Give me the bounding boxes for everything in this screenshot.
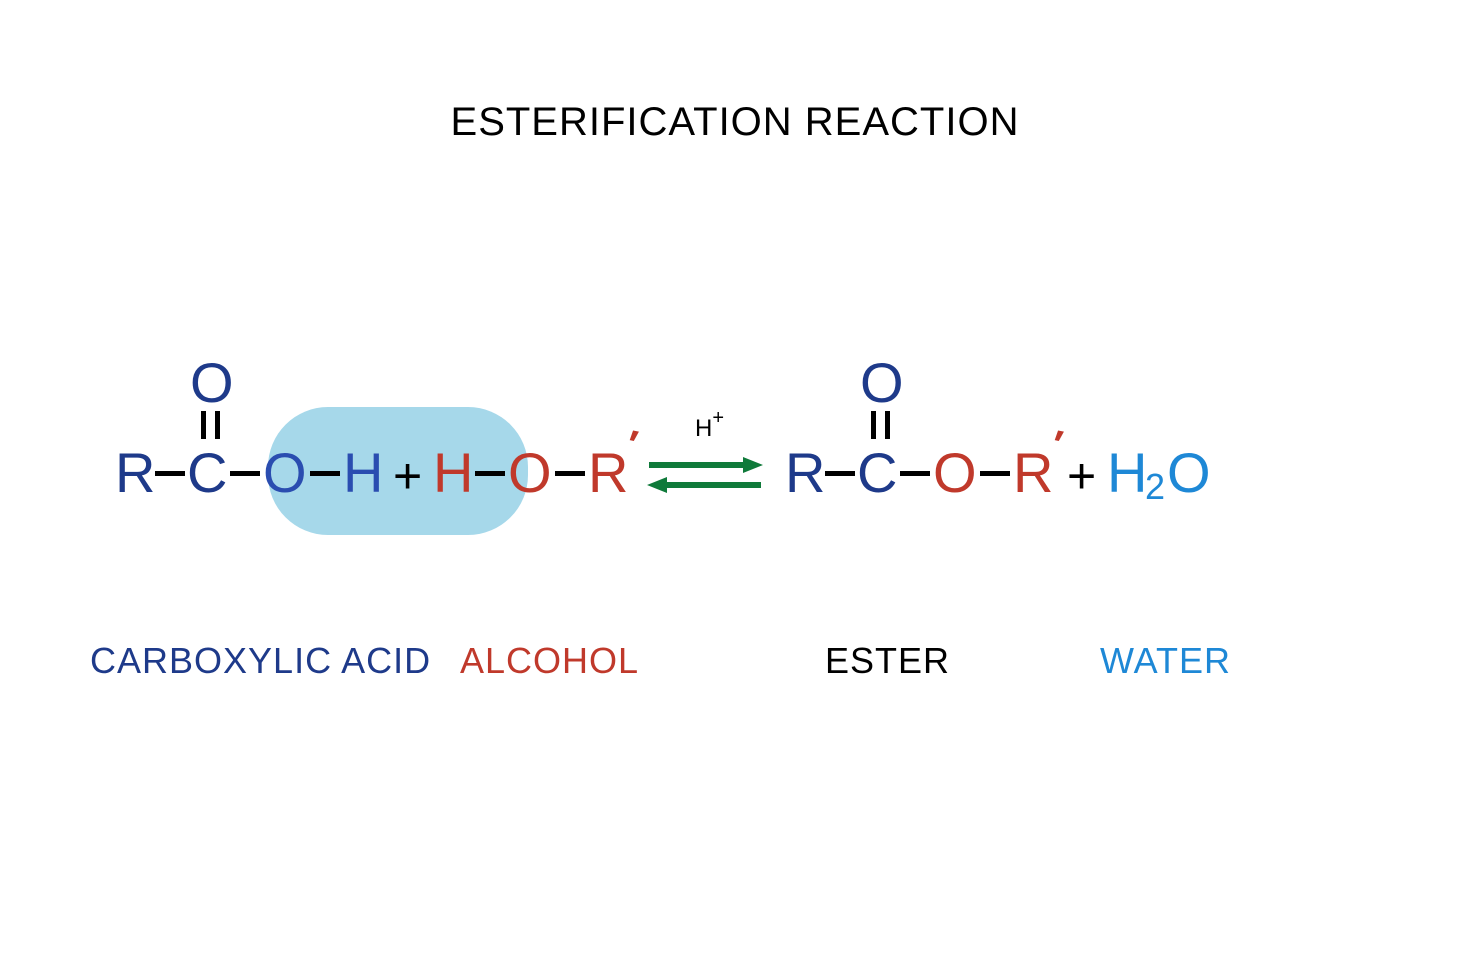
labels-row: CARBOXYLIC ACID ALCOHOL ESTER WATER xyxy=(0,640,1470,690)
catalyst-H: H xyxy=(695,415,712,442)
atom-C2: C xyxy=(857,445,897,501)
bond xyxy=(980,471,1010,476)
equilibrium-arrows-icon xyxy=(645,447,765,503)
atom-H1: H xyxy=(343,445,383,501)
atom-H2: H xyxy=(433,445,473,501)
atom-O3: O xyxy=(933,445,977,501)
label-water: WATER xyxy=(1100,640,1231,682)
label-alcohol: ALCOHOL xyxy=(460,640,639,682)
atom-R3: R xyxy=(785,445,825,501)
atom-O2-double: O xyxy=(860,355,904,411)
catalyst-label: H+ xyxy=(695,415,724,443)
double-bond xyxy=(885,411,890,439)
bond xyxy=(230,471,260,476)
double-bond xyxy=(871,411,876,439)
bond xyxy=(310,471,340,476)
bond xyxy=(900,471,930,476)
atom-R1: R xyxy=(115,445,155,501)
atom-Ow: O xyxy=(1167,445,1211,501)
reaction-equation: R C O O H + H O R ′ H+ R C O O R ′ + H 2 xyxy=(115,445,1370,565)
atom-O1-double: O xyxy=(190,355,234,411)
atom-C1: C xyxy=(187,445,227,501)
atom-Hw: H xyxy=(1107,445,1147,501)
catalyst-plus: + xyxy=(712,407,724,429)
bond xyxy=(555,471,585,476)
plus-sign: + xyxy=(393,447,422,505)
bond xyxy=(825,471,855,476)
bond xyxy=(475,471,505,476)
bond xyxy=(155,471,185,476)
label-carboxylic-acid: CARBOXYLIC ACID xyxy=(90,640,431,682)
diagram-title: ESTERIFICATION REACTION xyxy=(0,100,1470,145)
atom-O1: O xyxy=(263,445,307,501)
label-ester: ESTER xyxy=(825,640,950,682)
atom-R2: R xyxy=(588,445,628,501)
atom-sub2: 2 xyxy=(1145,466,1165,507)
double-bond xyxy=(215,411,220,439)
atom-R4: R xyxy=(1013,445,1053,501)
double-bond xyxy=(201,411,206,439)
plus-sign: + xyxy=(1067,447,1096,505)
atom-O2: O xyxy=(508,445,552,501)
